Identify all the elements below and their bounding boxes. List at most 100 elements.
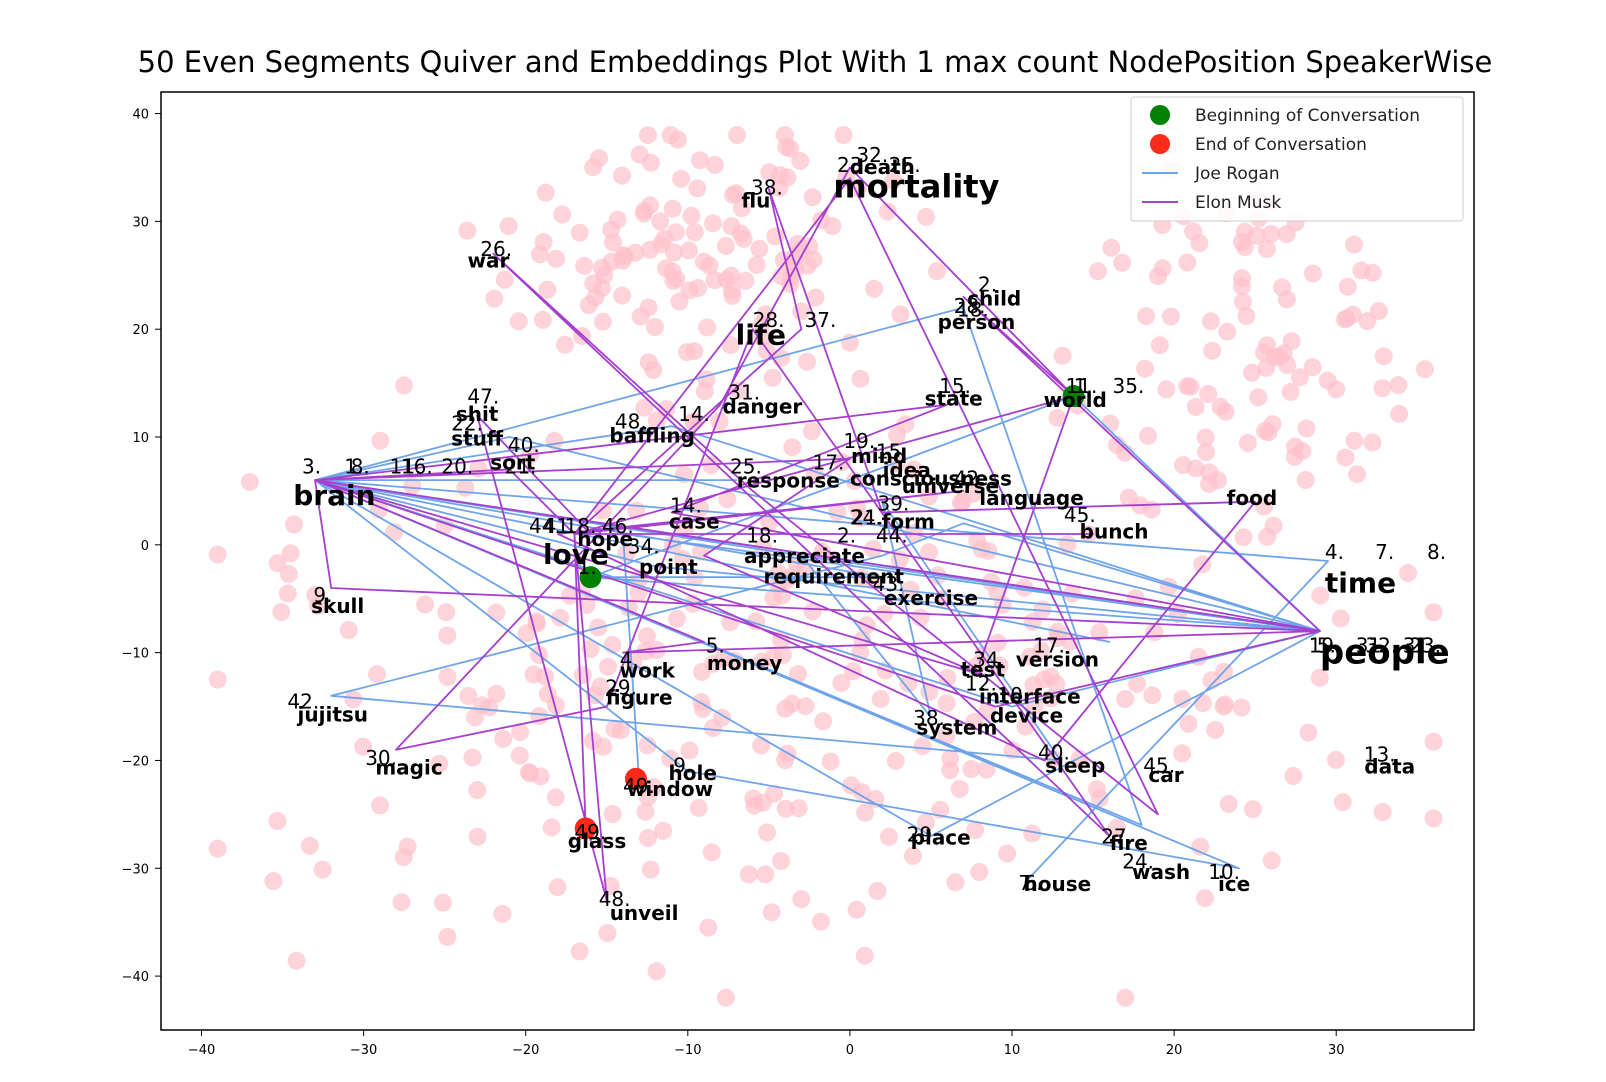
- embedding-point: [581, 639, 600, 658]
- embedding-point: [730, 381, 749, 400]
- embedding-point: [287, 951, 306, 970]
- embedding-point: [722, 281, 741, 300]
- embedding-point: [495, 270, 514, 289]
- segment-number-label: 4.: [1325, 540, 1344, 564]
- embedding-point: [789, 799, 808, 818]
- word-label: bunch: [1080, 519, 1149, 543]
- embedding-point: [240, 472, 259, 491]
- word-label: requirement: [763, 565, 904, 589]
- embedding-point: [1311, 586, 1330, 605]
- segment-number-label: 47.: [467, 385, 499, 409]
- embedding-point: [642, 153, 660, 172]
- word-label: love: [543, 538, 609, 571]
- embedding-point: [941, 761, 960, 780]
- embedding-point: [553, 205, 572, 224]
- word-label: flu: [741, 188, 770, 212]
- embedding-point: [888, 425, 906, 444]
- embedding-point: [766, 227, 785, 246]
- embedding-point: [1186, 397, 1205, 416]
- embedding-point: [285, 515, 303, 534]
- embedding-point: [732, 199, 751, 218]
- embedding-point: [371, 431, 390, 450]
- segment-number-label: 35.: [1113, 374, 1145, 398]
- embedding-point: [1262, 851, 1281, 870]
- x-tick-label: −20: [512, 1043, 539, 1058]
- embedding-point: [990, 656, 1009, 675]
- word-label: ice: [1218, 872, 1250, 896]
- segment-number-label: 32.: [1365, 634, 1397, 658]
- segment-number-label: 48.: [615, 409, 647, 433]
- segment-number-label: 31.: [728, 380, 760, 404]
- embedding-point: [456, 478, 475, 497]
- embedding-point: [938, 668, 957, 687]
- word-label: interface: [979, 684, 1081, 708]
- segment-number-label: 43.: [873, 572, 905, 596]
- embedding-point: [868, 882, 887, 900]
- segment-number-label: 15.: [939, 374, 971, 398]
- embedding-point: [1257, 358, 1276, 377]
- word-label: death: [850, 155, 915, 179]
- segment-number-label: 7.: [1019, 871, 1038, 895]
- embedding-point: [468, 827, 487, 846]
- embedding-point: [1237, 307, 1256, 325]
- embedding-point: [438, 927, 457, 946]
- embedding-point: [851, 643, 870, 662]
- embedding-point: [1173, 689, 1192, 708]
- embedding-point: [1291, 368, 1309, 387]
- embedding-point: [1235, 238, 1254, 257]
- embedding-point: [575, 256, 594, 275]
- embedding-point: [1101, 414, 1120, 433]
- word-label: figure: [606, 685, 673, 709]
- embedding-point: [430, 754, 449, 773]
- embedding-point: [264, 872, 283, 891]
- embedding-point: [950, 779, 969, 798]
- embedding-point: [278, 584, 297, 603]
- segment-number-label: 12.: [965, 671, 997, 695]
- segment-number-label: 30.: [365, 746, 397, 770]
- segment-number-label: 15.: [876, 440, 908, 464]
- segment-number-label: 39.: [878, 491, 910, 515]
- embedding-point: [593, 312, 612, 331]
- embedding-point: [962, 760, 981, 779]
- embedding-point: [1249, 388, 1268, 407]
- embedding-point: [1299, 723, 1318, 742]
- word-label: child: [967, 287, 1021, 311]
- embedding-point: [804, 250, 823, 269]
- word-label: danger: [723, 394, 803, 418]
- embedding-point: [747, 255, 766, 274]
- embedding-point: [702, 456, 721, 475]
- embedding-point: [1390, 404, 1409, 423]
- legend-joe-label: Joe Rogan: [1194, 164, 1280, 184]
- embedding-point: [1032, 641, 1051, 660]
- word-label: car: [1148, 763, 1183, 787]
- embedding-point: [1264, 516, 1283, 535]
- x-tick-label: −30: [350, 1043, 377, 1058]
- segment-number-label: 23.: [837, 153, 869, 177]
- embedding-point: [593, 501, 612, 520]
- word-label: data: [1364, 754, 1415, 778]
- embedding-point: [465, 708, 484, 727]
- embedding-point: [1263, 415, 1282, 434]
- segment-number-label: 34.: [628, 535, 660, 559]
- segment-number-label: 29.: [605, 676, 637, 700]
- embedding-point: [1399, 564, 1418, 582]
- embedding-point: [395, 376, 413, 395]
- segment-number-label: 14.: [678, 402, 710, 426]
- legend-start-label: Beginning of Conversation: [1195, 106, 1420, 126]
- embedding-point: [878, 202, 897, 221]
- embedding-point: [654, 821, 673, 840]
- embedding-point: [1162, 307, 1180, 326]
- segment-number-label: 22.: [451, 412, 483, 436]
- embedding-point: [798, 352, 817, 371]
- axes: −40 −30 −20 −10 0 10 20 30 −40 −30 −20 −10 0 10 20 30 40: [122, 108, 1345, 1058]
- embedding-point: [1389, 376, 1408, 395]
- embedding-point: [781, 139, 800, 158]
- embedding-point: [731, 224, 750, 243]
- embedding-point: [752, 736, 771, 755]
- embedding-point: [638, 736, 657, 755]
- segment-number-label: 21.: [505, 455, 537, 479]
- embedding-point: [697, 370, 716, 389]
- embedding-point: [760, 163, 779, 182]
- segment-number-label: 40.: [1038, 740, 1070, 764]
- embedding-point: [487, 684, 506, 703]
